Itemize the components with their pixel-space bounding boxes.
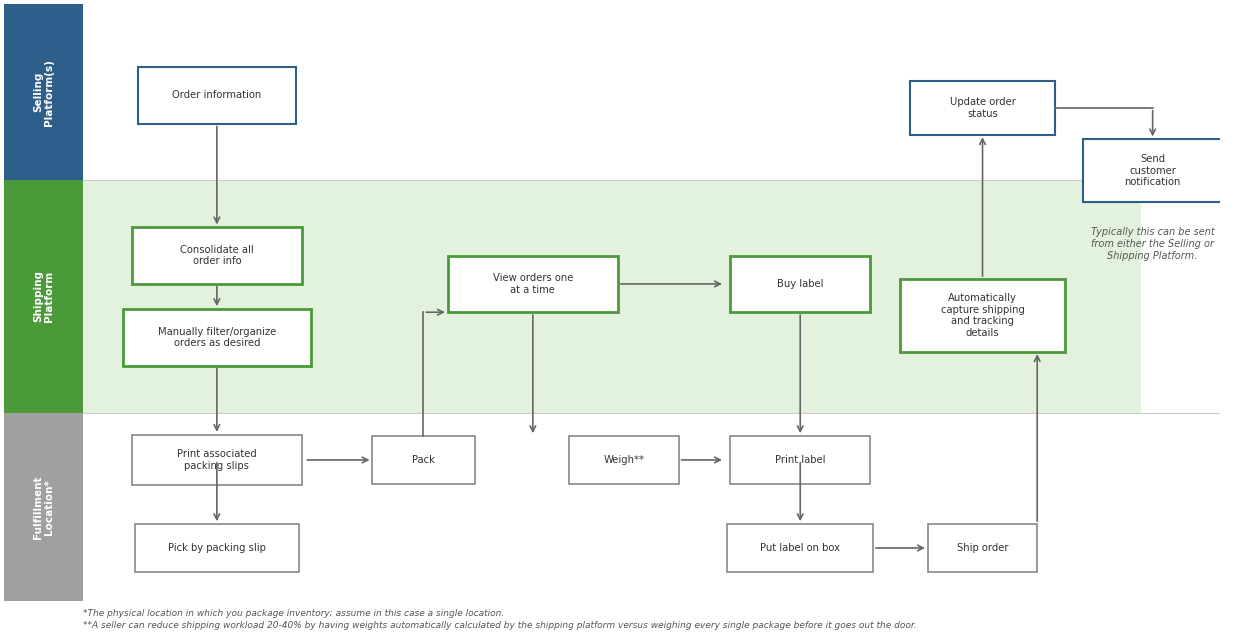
FancyBboxPatch shape [927,524,1037,571]
FancyBboxPatch shape [4,4,83,180]
Text: Selling
Platform(s): Selling Platform(s) [33,59,54,125]
Text: Automatically
capture shipping
and tracking
details: Automatically capture shipping and track… [941,293,1025,338]
Text: Print label: Print label [776,455,825,465]
Text: Update order
status: Update order status [949,97,1016,118]
FancyBboxPatch shape [132,227,302,284]
FancyBboxPatch shape [138,67,296,124]
Text: Print associated
packing slips: Print associated packing slips [178,449,256,471]
FancyBboxPatch shape [727,524,873,571]
Text: Pack: Pack [412,455,435,465]
FancyBboxPatch shape [122,309,311,366]
Text: Send
customer
notification: Send customer notification [1124,154,1181,187]
Text: Shipping
Platform: Shipping Platform [33,271,54,322]
Text: **A seller can reduce shipping workload 20-40% by having weights automatically c: **A seller can reduce shipping workload … [83,621,917,630]
Text: *The physical location in which you package inventory; assume in this case a sin: *The physical location in which you pack… [83,610,504,619]
FancyBboxPatch shape [570,436,678,483]
FancyBboxPatch shape [83,180,1141,413]
FancyBboxPatch shape [900,279,1064,352]
Text: View orders one
at a time: View orders one at a time [493,273,573,295]
FancyBboxPatch shape [730,255,870,312]
Text: Consolidate all
order info: Consolidate all order info [180,245,254,266]
FancyBboxPatch shape [132,435,302,485]
FancyBboxPatch shape [372,436,475,483]
FancyBboxPatch shape [910,81,1055,134]
Text: Buy label: Buy label [777,279,824,289]
FancyBboxPatch shape [134,524,298,571]
Text: Manually filter/organize
orders as desired: Manually filter/organize orders as desir… [158,327,276,348]
FancyBboxPatch shape [448,255,618,312]
Text: Typically this can be sent
from either the Selling or
Shipping Platform.: Typically this can be sent from either t… [1091,227,1215,261]
Text: Ship order: Ship order [957,543,1009,553]
Text: Pick by packing slip: Pick by packing slip [168,543,266,553]
FancyBboxPatch shape [4,180,83,413]
Text: Put label on box: Put label on box [761,543,840,553]
FancyBboxPatch shape [730,436,870,483]
Text: Fulfillment
Location*: Fulfillment Location* [33,475,54,539]
Text: Weigh**: Weigh** [603,455,645,465]
FancyBboxPatch shape [4,413,83,601]
FancyBboxPatch shape [1083,140,1223,202]
Text: Order information: Order information [173,90,261,100]
